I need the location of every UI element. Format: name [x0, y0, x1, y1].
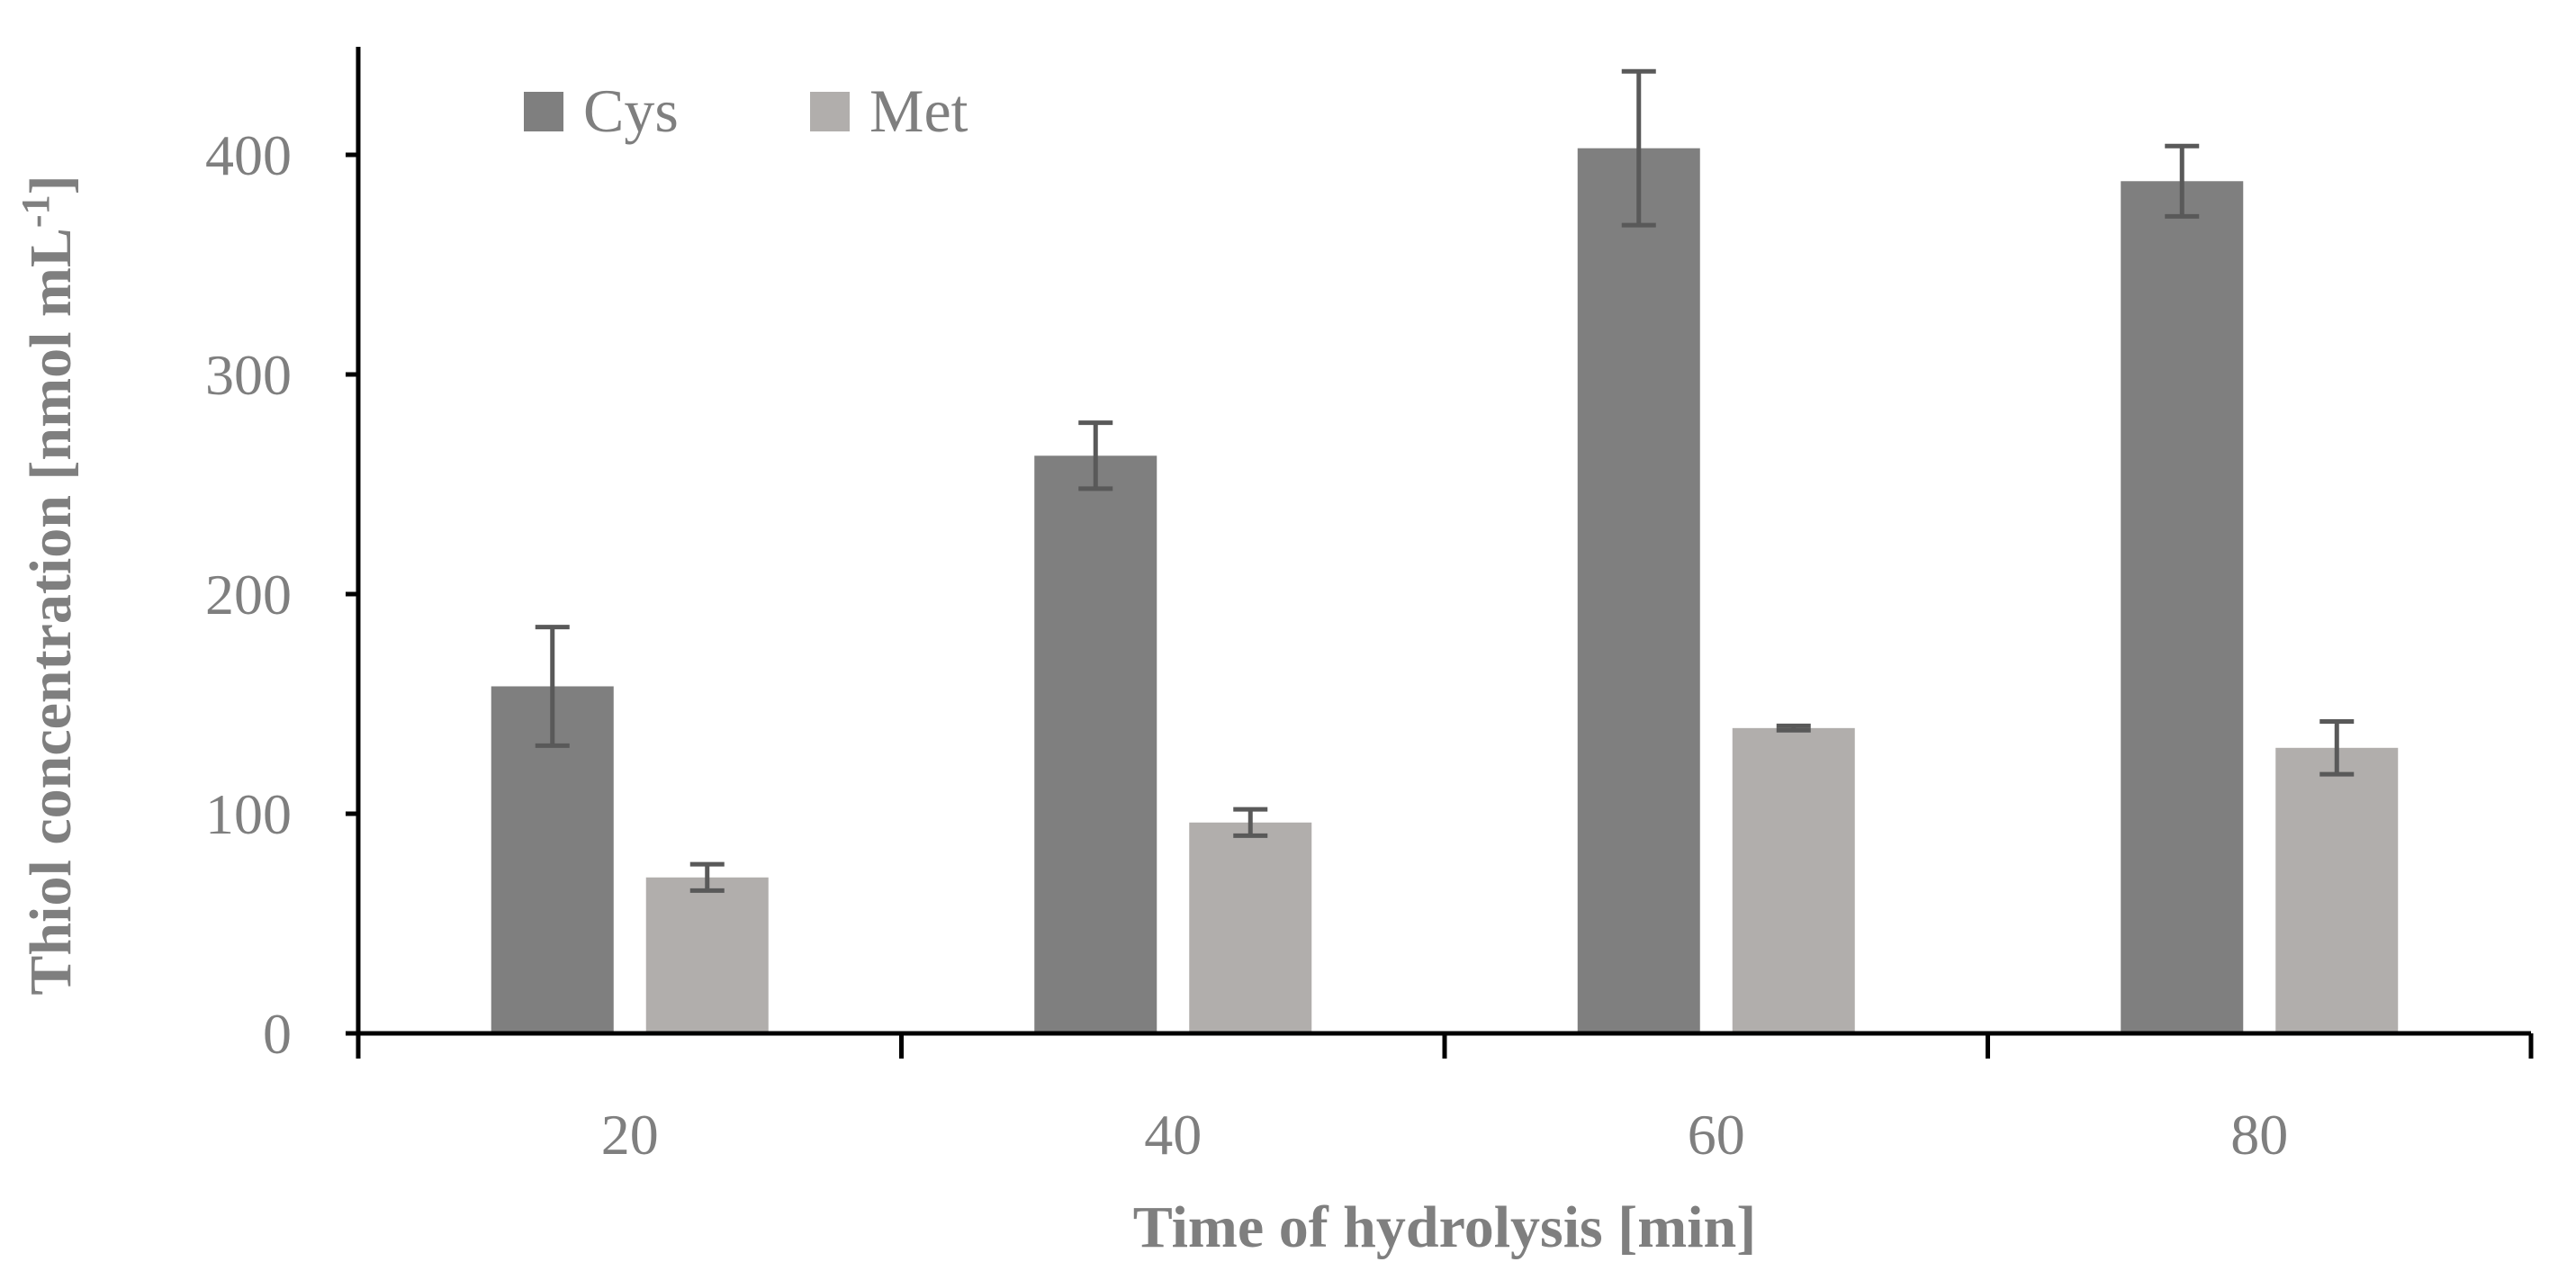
bar-met-80 [2275, 747, 2399, 1033]
y-tick-label-0: 0 [263, 1002, 292, 1066]
y-axis-title-main: Thiol concentration [nmol mL [18, 228, 84, 996]
y-axis-title-superscript: -1 [14, 194, 58, 228]
error-bar-cys-60 [1621, 68, 1656, 228]
error-bar-cys-80 [2165, 143, 2200, 219]
y-tick-label-100: 100 [205, 782, 292, 846]
x-tick-label-40: 40 [1144, 1103, 1202, 1167]
error-bar-met-60 [1776, 723, 1811, 733]
x-tick-label-80: 80 [2230, 1103, 2288, 1167]
error-bar-met-20 [689, 861, 725, 893]
error-bar-cys-40 [1078, 420, 1113, 491]
bar-met-20 [645, 877, 769, 1033]
y-tick-label-200: 200 [205, 563, 292, 626]
error-bar-met-40 [1233, 807, 1268, 838]
x-axis-title: Time of hydrolysis [min] [1133, 1194, 1756, 1260]
legend-label-cys: Cys [583, 77, 679, 145]
y-axis-title-end: ] [18, 175, 84, 194]
bars-layer [491, 148, 2399, 1033]
legend-swatch-cys [524, 92, 563, 131]
error-bars-layer [535, 68, 2355, 893]
x-tick-label-60: 60 [1688, 1103, 1745, 1167]
bar-cys-80 [2121, 181, 2244, 1033]
y-tick-label-300: 300 [205, 343, 292, 407]
error-bar-cys-20 [535, 625, 570, 748]
axes-layer [346, 47, 2534, 1059]
legend: Cys Met [524, 77, 968, 145]
error-bar-met-80 [2319, 719, 2355, 777]
y-tick-label-400: 400 [205, 123, 292, 187]
legend-label-met: Met [869, 77, 968, 145]
tick-labels-layer: 0 100 200 300 400 20 40 60 80 [205, 123, 2288, 1167]
bar-cys-40 [1034, 455, 1157, 1033]
y-axis-title: Thiol concentration [nmol mL-1] [14, 175, 84, 995]
x-tick-label-20: 20 [601, 1103, 659, 1167]
bar-cys-60 [1577, 148, 1700, 1033]
bar-met-60 [1732, 727, 1855, 1033]
legend-swatch-met [810, 92, 850, 131]
bar-met-40 [1189, 822, 1312, 1033]
